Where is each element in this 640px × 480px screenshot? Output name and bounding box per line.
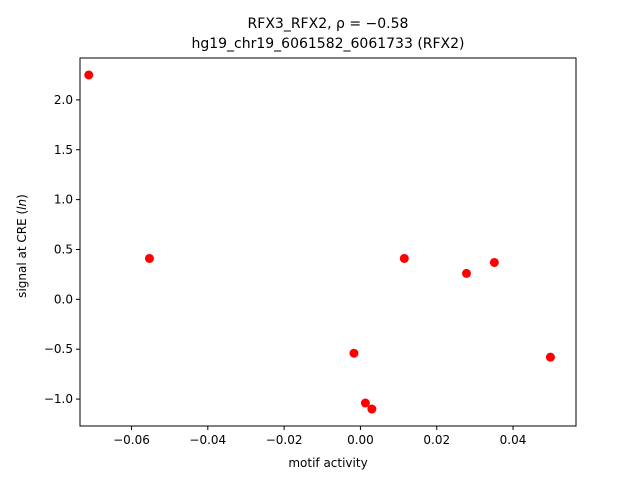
y-axis-label-suffix: ) bbox=[15, 194, 29, 199]
data-point bbox=[399, 253, 409, 263]
y-tick-label: 2.0 bbox=[54, 93, 73, 107]
x-axis-label: motif activity bbox=[288, 456, 367, 470]
data-point bbox=[144, 253, 154, 263]
y-tick-label: −1.0 bbox=[44, 392, 73, 406]
y-tick-label: 1.0 bbox=[54, 193, 73, 207]
data-point bbox=[545, 352, 555, 362]
x-tick-label: 0.02 bbox=[423, 433, 450, 447]
data-point bbox=[360, 398, 370, 408]
x-axis-ticks: −0.06 −0.04 −0.02 0.00 0.02 0.04 bbox=[113, 426, 526, 447]
x-tick-label: −0.04 bbox=[189, 433, 226, 447]
y-axis-label: signal at CRE (ln) bbox=[15, 194, 29, 298]
x-tick-label: −0.06 bbox=[113, 433, 150, 447]
chart-title-line2: hg19_chr19_6061582_6061733 (RFX2) bbox=[191, 36, 464, 52]
plot-frame bbox=[79, 57, 577, 427]
x-tick-label: −0.02 bbox=[266, 433, 303, 447]
y-tick-label: 0.0 bbox=[54, 292, 73, 306]
data-point bbox=[461, 268, 471, 278]
y-tick-label: 1.5 bbox=[54, 143, 73, 157]
data-point bbox=[349, 348, 359, 358]
y-tick-label: 0.5 bbox=[54, 242, 73, 256]
chart-title-line1: RFX3_RFX2, ρ = −0.58 bbox=[248, 16, 409, 32]
data-point bbox=[489, 257, 499, 267]
y-tick-label: −0.5 bbox=[44, 342, 73, 356]
y-axis-ticks: −1.0 −0.5 0.0 0.5 1.0 1.5 2.0 bbox=[44, 93, 80, 406]
y-axis-label-italic: ln bbox=[15, 199, 29, 210]
data-point bbox=[84, 70, 94, 80]
x-tick-label: 0.00 bbox=[347, 433, 374, 447]
data-point bbox=[367, 404, 377, 414]
y-axis-label-prefix: signal at CRE ( bbox=[15, 210, 29, 298]
x-tick-label: 0.04 bbox=[500, 433, 527, 447]
data-points bbox=[84, 70, 555, 414]
